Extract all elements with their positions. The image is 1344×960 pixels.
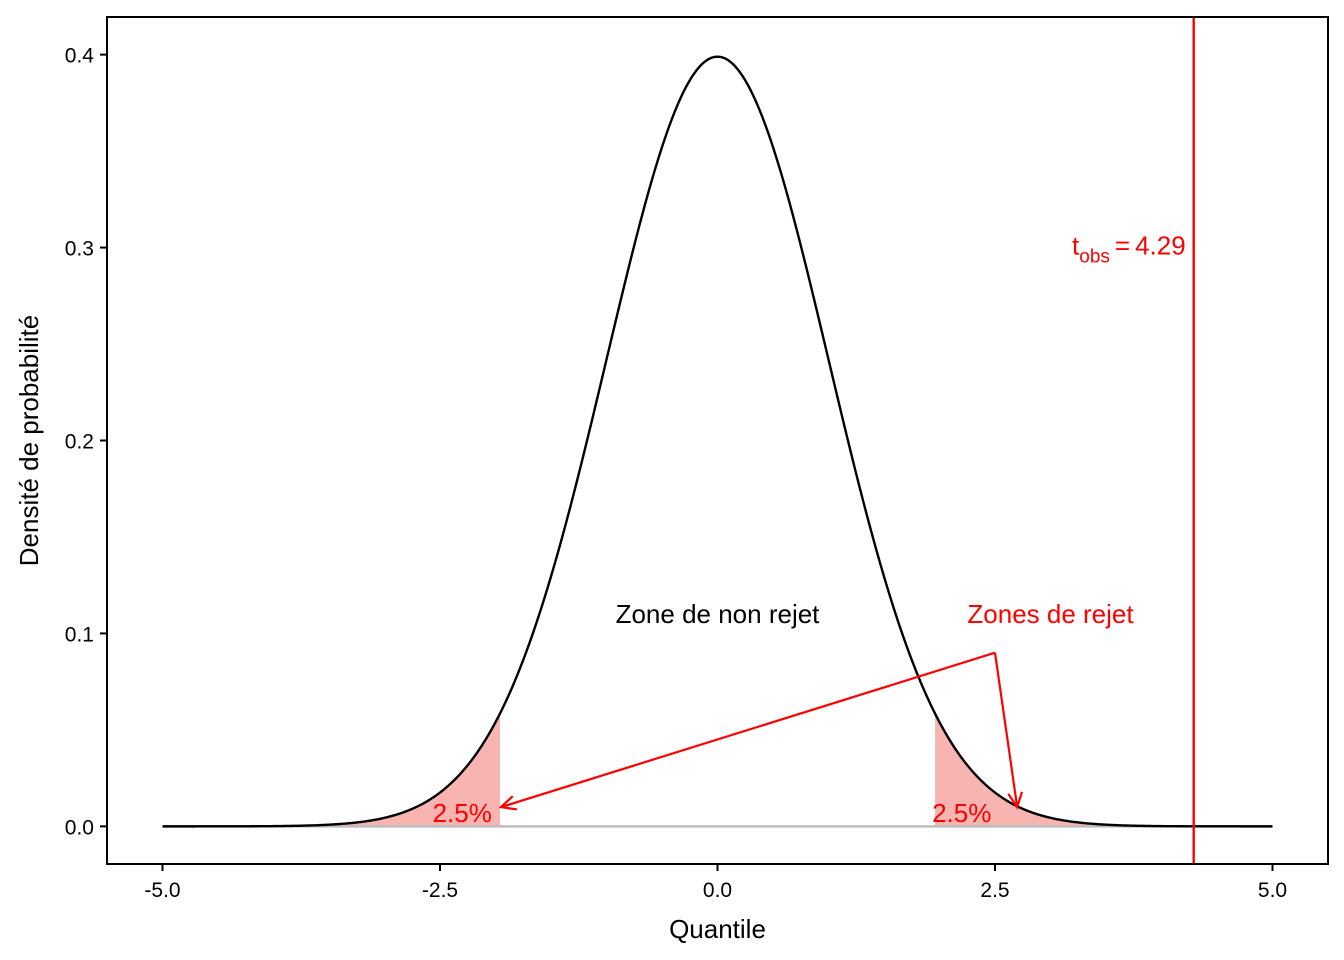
t-obs-value: 4.29 — [1135, 231, 1186, 261]
y-tick-label: 0.2 — [65, 431, 94, 454]
rejection-fill-left — [162, 713, 500, 827]
x-tick-label: 0.0 — [703, 879, 732, 902]
left-tail-percent-label: 2.5% — [433, 798, 492, 828]
x-tick-label: 5.0 — [1258, 879, 1287, 902]
y-axis-title: Densité de probabilité — [14, 315, 44, 567]
rejection-label: Zones de rejet — [967, 599, 1134, 629]
y-axis: 0.0 0.1 0.2 0.3 0.4 — [65, 45, 107, 839]
x-tick-label: -2.5 — [422, 879, 458, 902]
y-tick-label: 0.1 — [65, 623, 94, 646]
t-obs-symbol: t — [1072, 231, 1080, 261]
t-obs-subscript: obs — [1079, 247, 1110, 268]
rejection-arrow-left — [500, 651, 996, 809]
y-tick-label: 0.4 — [65, 45, 95, 68]
t-obs-label: tobs = 4.29 — [1072, 231, 1186, 268]
non-rejection-label: Zone de non rejet — [616, 599, 821, 629]
plot-panel-border — [106, 16, 1329, 865]
rejection-fills — [162, 713, 1273, 827]
right-tail-percent-label: 2.5% — [932, 798, 991, 828]
y-tick-label: 0.0 — [65, 816, 94, 839]
x-tick-label: 2.5 — [980, 879, 1009, 902]
y-tick-label: 0.3 — [65, 238, 94, 261]
density-curve — [162, 55, 1273, 828]
x-tick-label: -5.0 — [144, 879, 180, 902]
t-obs-equals: = — [1115, 231, 1130, 261]
rejection-arrow-right — [993, 652, 1019, 808]
rejection-arrows — [498, 651, 1024, 811]
rejection-fill-right — [935, 713, 1273, 827]
rejection-arrowhead-left — [498, 795, 518, 811]
x-axis: -5.0 -2.5 0.0 2.5 5.0 — [144, 864, 1287, 902]
x-axis-title: Quantile — [669, 914, 766, 944]
rejection-arrowhead-right — [1007, 791, 1024, 810]
